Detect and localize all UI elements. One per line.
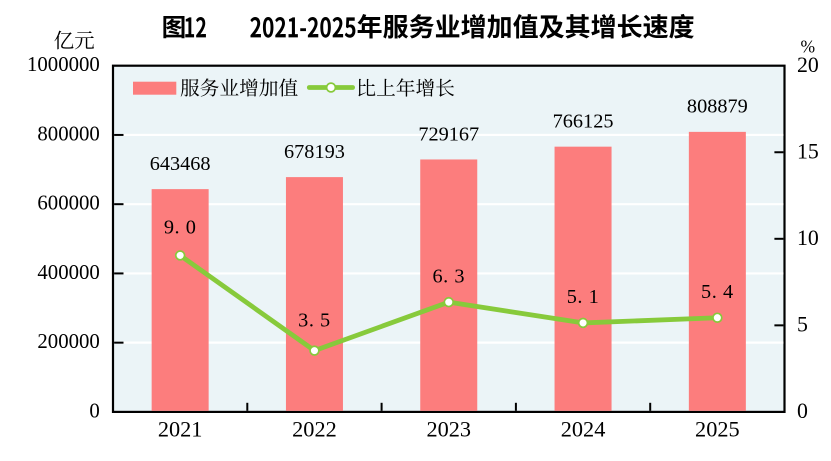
- svg-text:5. 1: 5. 1: [567, 286, 600, 308]
- svg-text:400000: 400000: [37, 261, 99, 284]
- svg-text:15: 15: [797, 140, 819, 164]
- svg-text:678193: 678193: [284, 141, 345, 163]
- svg-text:0: 0: [89, 399, 99, 422]
- svg-text:2024: 2024: [561, 417, 606, 442]
- svg-text:643468: 643468: [150, 153, 211, 175]
- svg-text:20: 20: [797, 53, 819, 77]
- svg-text:808879: 808879: [687, 96, 748, 118]
- svg-text:600000: 600000: [37, 192, 99, 215]
- svg-text:6. 3: 6. 3: [432, 265, 465, 287]
- svg-text:766125: 766125: [553, 110, 614, 132]
- svg-text:2022: 2022: [292, 417, 337, 442]
- svg-text:2023: 2023: [426, 417, 471, 442]
- svg-text:2021: 2021: [158, 417, 203, 442]
- svg-text:2025: 2025: [695, 417, 740, 442]
- svg-text:9. 0: 9. 0: [164, 217, 197, 239]
- svg-text:%: %: [801, 37, 816, 57]
- svg-text:5. 4: 5. 4: [701, 281, 734, 303]
- svg-text:5: 5: [797, 313, 808, 337]
- svg-text:1000000: 1000000: [27, 53, 100, 76]
- svg-text:0: 0: [797, 399, 808, 423]
- svg-text:10: 10: [797, 226, 819, 250]
- svg-text:729167: 729167: [418, 123, 479, 145]
- svg-text:200000: 200000: [37, 330, 99, 353]
- svg-text:3. 5: 3. 5: [298, 309, 331, 331]
- svg-text:800000: 800000: [37, 122, 99, 145]
